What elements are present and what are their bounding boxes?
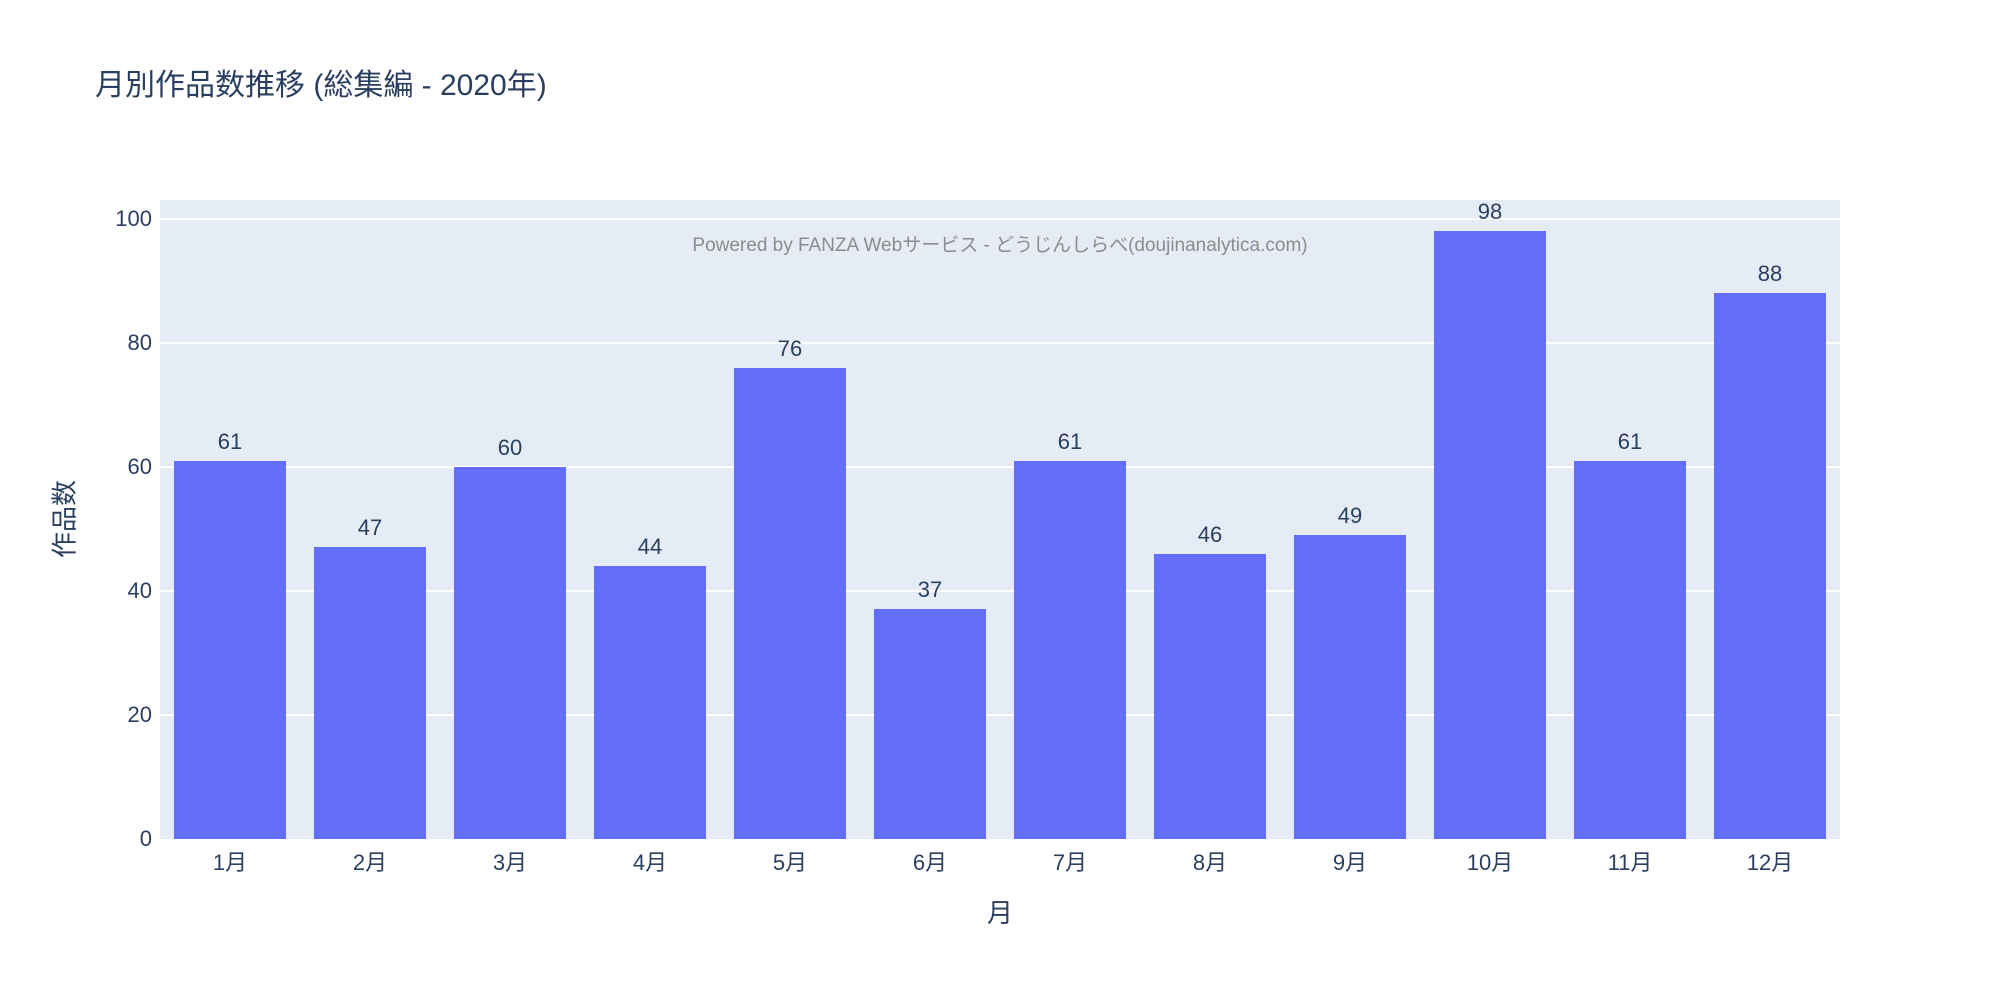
y-tick-label-60: 60 [127,453,152,479]
y-tick-label-40: 40 [127,577,152,603]
bar-value-label: 61 [217,428,243,454]
bar-4月[interactable] [594,566,706,839]
bar-2月[interactable] [314,547,426,839]
x-tick-label-8月: 8月 [1192,850,1228,875]
bar-value-label: 98 [1477,199,1503,225]
bar-11月[interactable] [1574,460,1686,839]
x-tick-label-12月: 12月 [1746,850,1794,875]
y-tick-label-0: 0 [139,826,152,851]
bar-value-label: 37 [917,577,943,603]
bar-value-label: 44 [637,534,663,560]
chart-title: 月別作品数推移 (総集編 - 2020年) [95,69,547,102]
bar-value-label: 61 [1057,428,1083,454]
x-tick-label-9月: 9月 [1332,850,1368,875]
y-axis-title: 作品数 [49,479,80,559]
x-axis-title: 月 [986,898,1014,928]
bar-8月[interactable] [1154,553,1266,839]
x-tick-label-6月: 6月 [912,850,948,875]
bar-6月[interactable] [874,609,986,839]
bar-7月[interactable] [1014,460,1126,839]
bar-9月[interactable] [1294,535,1406,839]
y-tick-label-100: 100 [115,205,152,231]
x-tick-label-4月: 4月 [632,850,668,875]
bar-value-label: 60 [497,434,523,460]
watermark: Powered by FANZA Webサービス - どうじんしらべ(douji… [692,235,1308,256]
bar-value-label: 49 [1337,503,1363,528]
x-tick-label-10月: 10月 [1466,850,1514,875]
gridline-y40 [160,589,1840,592]
gridline-y80 [160,341,1840,344]
bar-value-label: 88 [1757,261,1783,287]
bar-1月[interactable] [174,460,286,839]
x-tick-label-2月: 2月 [352,850,388,875]
bar-value-label: 47 [357,515,383,541]
bar-value-label: 46 [1197,521,1223,547]
gridline-y100 [160,217,1840,220]
bar-5月[interactable] [734,367,846,839]
plot-area: Powered by FANZA Webサービス - どうじんしらべ(douji… [160,199,1840,839]
bar-12月[interactable] [1714,293,1826,839]
x-tick-label-7月: 7月 [1052,850,1088,875]
bar-10月[interactable] [1434,231,1546,839]
bar-value-label: 61 [1617,428,1643,454]
gridline-y60 [160,465,1840,468]
bar-value-label: 76 [777,335,803,361]
y-tick-label-80: 80 [127,329,152,355]
bar-3月[interactable] [454,466,566,839]
x-tick-label-1月: 1月 [212,850,248,875]
y-tick-label-20: 20 [127,701,152,727]
x-tick-label-3月: 3月 [492,850,528,875]
x-tick-label-5月: 5月 [772,850,808,875]
gridline-y20 [160,713,1840,716]
x-tick-label-11月: 11月 [1607,850,1653,875]
